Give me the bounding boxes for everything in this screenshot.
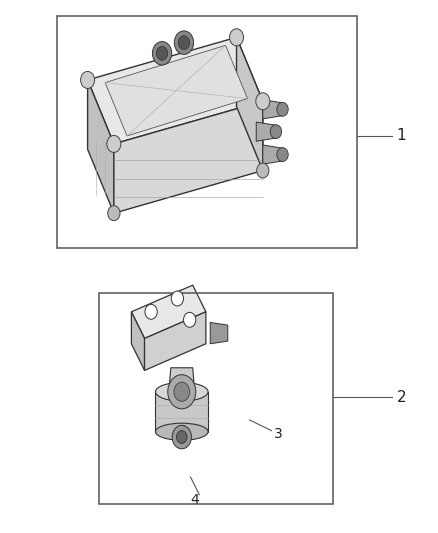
Circle shape	[178, 36, 190, 50]
Polygon shape	[114, 101, 263, 213]
Circle shape	[270, 125, 282, 139]
Polygon shape	[237, 37, 263, 171]
Circle shape	[108, 206, 120, 221]
Circle shape	[177, 431, 187, 443]
Circle shape	[174, 382, 190, 401]
Polygon shape	[263, 100, 283, 119]
Circle shape	[171, 291, 184, 306]
Text: 2: 2	[396, 390, 406, 405]
Polygon shape	[105, 45, 247, 136]
Polygon shape	[131, 285, 206, 338]
Bar	[57, 16, 357, 248]
Text: 3: 3	[274, 427, 283, 441]
Polygon shape	[145, 312, 206, 370]
Text: 1: 1	[396, 128, 406, 143]
Circle shape	[174, 31, 194, 54]
Circle shape	[81, 71, 95, 88]
Circle shape	[277, 102, 288, 116]
Polygon shape	[88, 80, 114, 213]
Circle shape	[257, 163, 269, 178]
Polygon shape	[210, 322, 228, 344]
Text: 4: 4	[191, 493, 199, 507]
Circle shape	[172, 425, 191, 449]
Bar	[99, 293, 333, 504]
Circle shape	[168, 375, 196, 409]
Polygon shape	[169, 368, 195, 394]
Circle shape	[277, 148, 288, 161]
Circle shape	[145, 304, 157, 319]
Polygon shape	[256, 122, 276, 141]
Circle shape	[107, 135, 121, 152]
Ellipse shape	[155, 383, 208, 401]
Polygon shape	[155, 392, 208, 432]
Ellipse shape	[155, 423, 208, 440]
Polygon shape	[131, 312, 145, 370]
Circle shape	[184, 312, 196, 327]
Circle shape	[230, 29, 244, 46]
Circle shape	[156, 46, 168, 60]
Circle shape	[256, 93, 270, 110]
Polygon shape	[263, 145, 283, 164]
Polygon shape	[88, 37, 263, 144]
Circle shape	[152, 42, 172, 65]
